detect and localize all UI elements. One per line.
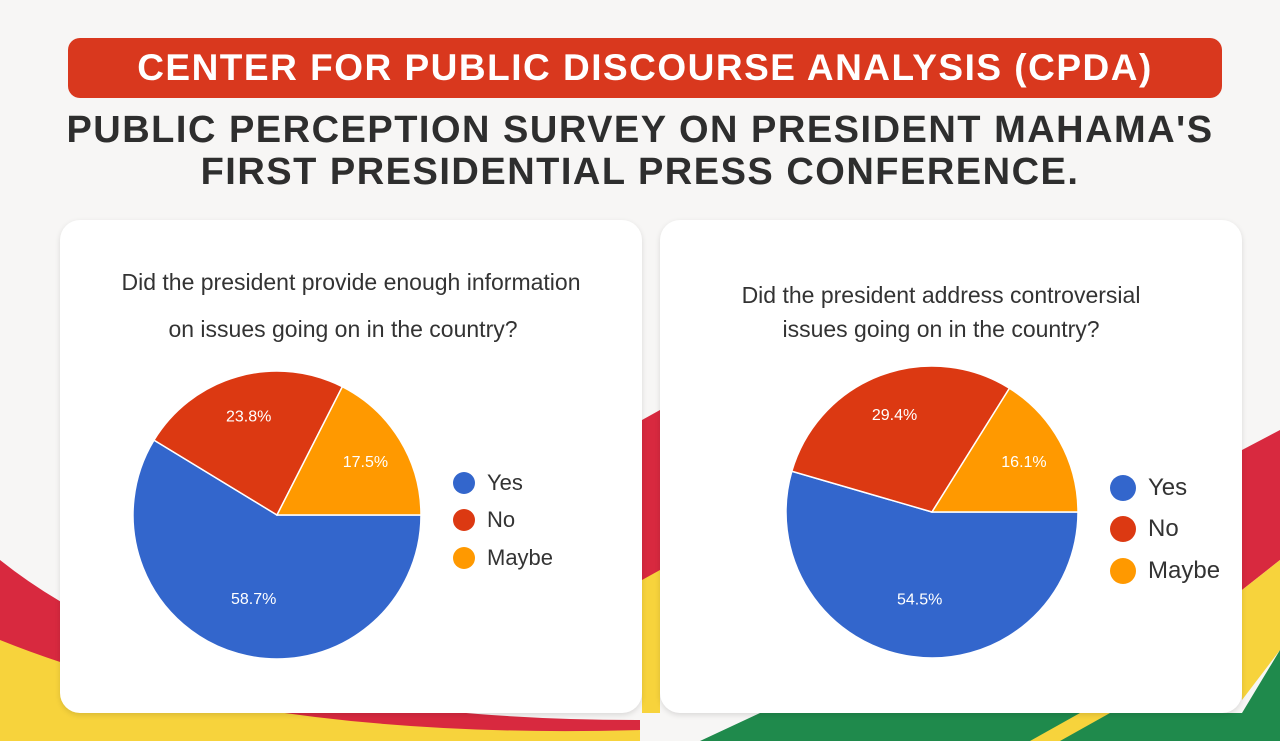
slice-label-yes: 58.7%: [231, 591, 276, 608]
organization-banner: CENTER FOR PUBLIC DISCOURSE ANALYSIS (CP…: [68, 38, 1222, 98]
legend-no-swatch: [453, 509, 475, 531]
chart-card-controversial: Did the president address controversial …: [660, 220, 1242, 713]
legend-label: Maybe: [487, 545, 554, 570]
slice-label-maybe: 16.1%: [1001, 454, 1046, 471]
chart-card-information: Did the president provide enough informa…: [60, 220, 642, 713]
legend-maybe-swatch: [453, 547, 475, 569]
legend-label: Yes: [1148, 474, 1188, 501]
green-band-right: [700, 650, 1280, 741]
yellow-stripe: [1030, 713, 1110, 741]
yellow-swoosh: [0, 640, 640, 741]
pie-slice-yes: [785, 470, 1079, 659]
pie-chart: 54.5% 29.4% 16.1%: [785, 365, 1079, 659]
legend-yes-swatch: [453, 472, 475, 494]
survey-title-line2: FIRST PRESIDENTIAL PRESS CONFERENCE.: [200, 151, 1080, 193]
legend-yes: Yes: [453, 470, 523, 496]
legend-no-swatch: [1110, 516, 1136, 542]
legend-label: No: [487, 507, 516, 532]
slice-label-no: 29.4%: [872, 407, 917, 424]
yellow-band-middle: [642, 570, 660, 713]
legend-label: Yes: [487, 470, 523, 495]
legend-yes: Yes: [1110, 474, 1187, 502]
chart-question-line1: Did the president provide enough informa…: [121, 269, 581, 295]
chart-question-line1: Did the president address controversial: [741, 282, 1141, 308]
legend-yes-swatch: [1110, 475, 1136, 501]
slice-label-maybe: 17.5%: [343, 454, 388, 471]
legend-no: No: [1110, 515, 1179, 543]
legend-no: No: [453, 507, 515, 533]
red-band-right: [1242, 430, 1280, 590]
legend-maybe: Maybe: [1110, 557, 1220, 585]
legend-maybe-swatch: [1110, 558, 1136, 584]
yellow-band-right: [1242, 560, 1280, 700]
chart-question-line2: on issues going on in the country?: [168, 316, 518, 342]
chart-question-line2: issues going on in the country?: [782, 316, 1100, 342]
legend-maybe: Maybe: [453, 545, 553, 571]
survey-title-line1: PUBLIC PERCEPTION SURVEY ON PRESIDENT MA…: [66, 109, 1214, 151]
pie-slice-maybe: [275, 385, 422, 516]
legend-label: No: [1148, 515, 1179, 542]
slice-label-yes: 54.5%: [897, 592, 942, 609]
pie-slice-yes: [132, 439, 422, 660]
legend-label: Maybe: [1148, 557, 1221, 584]
pie-slice-maybe: [930, 387, 1079, 513]
pie-chart: 58.7% 23.8% 17.5%: [132, 370, 422, 660]
slice-label-no: 23.8%: [226, 408, 271, 425]
pie-slice-no: [790, 365, 1011, 513]
